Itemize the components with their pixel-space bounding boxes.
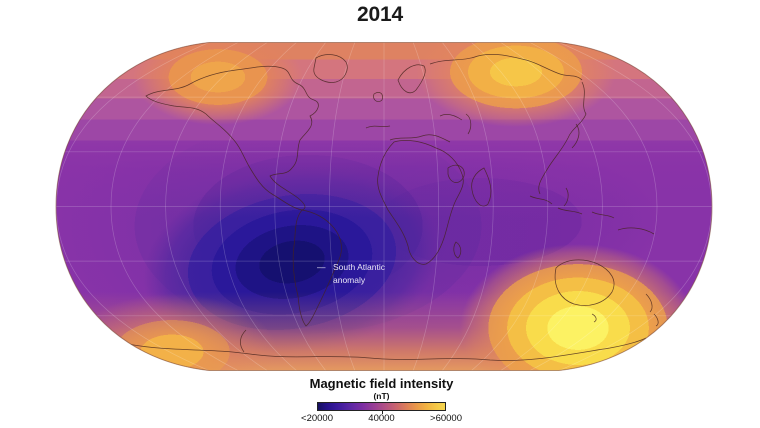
coastline-asia-north (429, 54, 583, 81)
year-title: 2014 (357, 3, 403, 26)
antarctic-peninsula-high-region (67, 294, 277, 371)
colorbar-wrap: <20000 40000 >60000 (301, 402, 462, 425)
coastline-black-caspian (439, 113, 472, 135)
annotation-line2: anomaly (333, 275, 366, 285)
coastline-madagascar (453, 241, 462, 259)
coastline-australia (554, 259, 615, 306)
annotation-line1: South Atlantic (333, 262, 386, 272)
colorbar-label-min: <20000 (301, 413, 333, 424)
coastline-south-america (292, 209, 342, 327)
coastline-africa (377, 140, 464, 265)
coastline-southeast-asia (529, 187, 615, 219)
siberia-high-region (416, 42, 616, 127)
legend-title: Magnetic field intensity (309, 376, 454, 391)
canada-high-region (133, 42, 303, 125)
annotation-dash: — (317, 262, 326, 272)
coastline-new-guinea (617, 227, 655, 235)
colorbar-label-mid: 40000 (368, 413, 395, 424)
coastline-north-america (145, 65, 319, 211)
coastline-greenland (313, 54, 348, 83)
legend-unit: (nT) (373, 391, 390, 401)
coastline-mediterranean (365, 125, 451, 143)
coastline-india (471, 167, 492, 207)
coastline-arabia (447, 164, 465, 183)
colorbar-mid-tick (381, 411, 383, 414)
coastline-asia-east (538, 81, 587, 195)
coastlines (127, 54, 659, 361)
coastline-tasmania (591, 313, 597, 323)
coastline-new-zealand (645, 293, 659, 327)
coastline-antarctica (127, 329, 647, 361)
map-outline (55, 42, 713, 371)
colorbar-label-max: >60000 (430, 413, 462, 424)
coastline-scandinavia (397, 64, 426, 94)
legend: Magnetic field intensity (nT) <20000 400… (0, 377, 760, 425)
coastline-japan (571, 123, 580, 149)
coastline-british-isles (373, 92, 383, 102)
colorbar (317, 402, 446, 411)
graticule (56, 42, 712, 371)
